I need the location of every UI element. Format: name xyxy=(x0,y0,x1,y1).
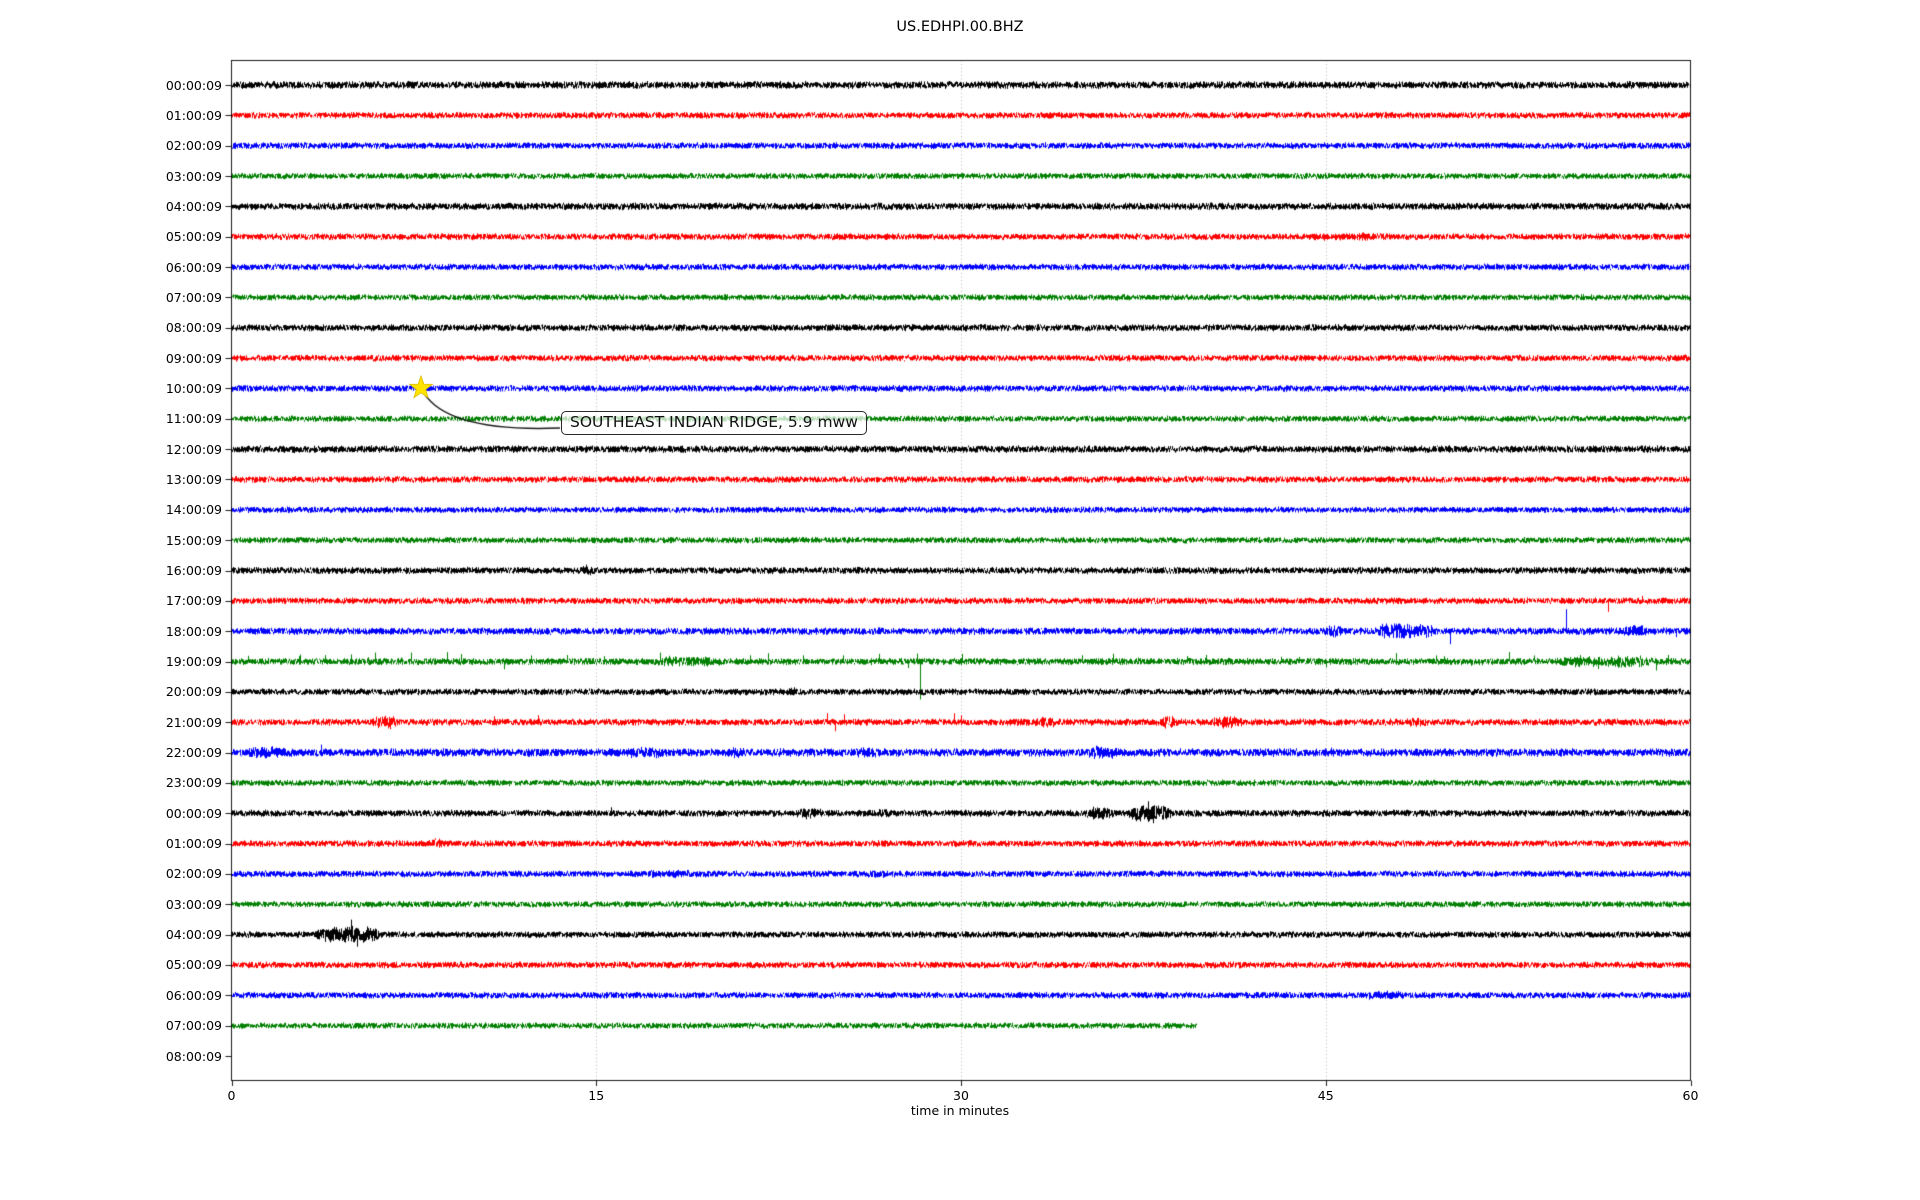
y-tick-label: 12:00:09 xyxy=(165,441,222,457)
y-tick-label: 22:00:09 xyxy=(165,745,222,761)
y-tick-label: 09:00:09 xyxy=(165,350,222,366)
event-annotation-label: SOUTHEAST INDIAN RIDGE, 5.9 mww xyxy=(561,411,867,435)
y-tick-label: 13:00:09 xyxy=(165,471,222,487)
y-tick-label: 07:00:09 xyxy=(165,289,222,305)
y-tick-label: 04:00:09 xyxy=(165,198,222,214)
x-tick-label: 15 xyxy=(588,1088,605,1103)
y-tick-label: 01:00:09 xyxy=(165,107,222,123)
y-tick-label: 08:00:09 xyxy=(165,320,222,336)
y-tick-label: 06:00:09 xyxy=(165,987,222,1003)
y-tick-label: 21:00:09 xyxy=(165,714,222,730)
y-tick-label: 16:00:09 xyxy=(165,563,222,578)
x-tick-label: 0 xyxy=(227,1088,236,1103)
y-tick-label: 00:00:09 xyxy=(165,805,222,821)
y-tick-label: 07:00:09 xyxy=(165,1018,222,1034)
y-tick-label: 05:00:09 xyxy=(165,229,222,245)
y-tick-label: 10:00:09 xyxy=(165,380,222,396)
x-tick-label: 45 xyxy=(1317,1088,1334,1103)
y-tick-label: 23:00:09 xyxy=(165,775,222,791)
y-tick-label: 02:00:09 xyxy=(165,138,222,154)
x-tick-label: 30 xyxy=(953,1088,969,1103)
y-tick-label: 20:00:09 xyxy=(165,684,222,700)
y-tick-label: 03:00:09 xyxy=(165,168,222,184)
y-tick-label: 02:00:09 xyxy=(165,866,222,882)
y-tick-label: 00:00:09 xyxy=(165,77,222,93)
x-tick-label: 60 xyxy=(1682,1088,1699,1103)
y-tick-label: 19:00:09 xyxy=(165,654,222,670)
y-tick-label: 06:00:09 xyxy=(165,259,222,275)
y-tick-label: 05:00:09 xyxy=(165,957,222,973)
y-tick-label: 17:00:09 xyxy=(165,593,222,609)
y-tick-label: 01:00:09 xyxy=(165,836,222,852)
y-tick-label: 14:00:09 xyxy=(165,502,222,518)
y-tick-label: 11:00:09 xyxy=(165,411,222,427)
y-tick-label: 04:00:09 xyxy=(165,927,222,943)
y-tick-label: 15:00:09 xyxy=(165,532,222,548)
y-tick-label: 18:00:09 xyxy=(165,623,222,639)
y-tick-label: 03:00:09 xyxy=(165,896,222,912)
event-star-icon xyxy=(408,375,434,400)
x-axis-title: time in minutes xyxy=(910,1103,1010,1118)
y-tick-label: 08:00:09 xyxy=(165,1048,222,1064)
